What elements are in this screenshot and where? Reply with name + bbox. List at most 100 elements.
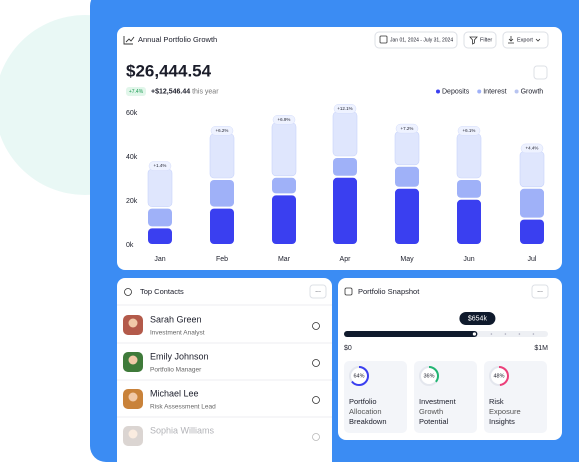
avatar-face	[128, 429, 138, 439]
badge-bg	[126, 87, 146, 96]
bar-segment	[395, 188, 419, 244]
card-line: Risk	[489, 397, 504, 406]
bar-segment	[210, 180, 234, 207]
track-dot	[532, 333, 535, 335]
card-line: Insights	[489, 417, 515, 426]
ring-value	[349, 366, 369, 386]
contact-row[interactable]: Emily Johnson Portfolio Manager	[123, 351, 320, 374]
bar-badge: +6.2%	[216, 128, 229, 133]
legend-label: Deposits	[442, 88, 470, 95]
x-tick-label: Jul	[528, 256, 537, 263]
chat-icon[interactable]	[312, 396, 320, 404]
bar-badge: +6.9%	[278, 117, 291, 122]
more-button[interactable]	[531, 284, 549, 299]
x-tick-label: May	[400, 256, 414, 263]
more[interactable]: ...	[537, 287, 543, 294]
badge-bg	[457, 126, 481, 136]
legend-label: Interest	[483, 88, 506, 95]
expand-button[interactable]	[533, 65, 548, 80]
contact-row[interactable]: Sarah Green Investment Analyst	[123, 314, 320, 337]
bar-segment	[272, 195, 296, 244]
chat-icon[interactable]	[312, 359, 320, 367]
bar-segment	[332, 111, 358, 157]
bar-badge: +12.1%	[337, 106, 352, 111]
filter-label[interactable]: Filter	[480, 37, 492, 43]
filter-button[interactable]	[463, 31, 497, 49]
date-button[interactable]	[374, 31, 458, 49]
y-tick-label: 20k	[126, 198, 138, 205]
bar-segment	[457, 180, 481, 198]
card-line: Breakdown	[349, 417, 387, 426]
badge-bg	[333, 104, 357, 114]
contact-role: Investment Analyst	[150, 330, 205, 337]
legend-dot	[436, 89, 440, 94]
bar-segment	[148, 208, 172, 227]
bar-segment	[457, 199, 481, 244]
change-value: +$12,546.44	[151, 88, 190, 95]
ring-label: 64%	[353, 373, 364, 379]
more[interactable]: ...	[315, 287, 321, 294]
badge-bg	[395, 123, 419, 134]
card-line: Growth	[419, 407, 443, 416]
total: $26,444.54	[126, 61, 212, 80]
ring-value	[489, 366, 509, 386]
badge-bg	[272, 115, 296, 125]
card-line: Potential	[419, 417, 449, 426]
slider-max: $1M	[534, 345, 548, 352]
slider-thumb[interactable]	[472, 332, 477, 336]
contacts-icon	[124, 288, 132, 296]
more-button[interactable]	[309, 284, 327, 299]
change-suffix: this year	[192, 88, 219, 95]
track-dot	[518, 333, 521, 335]
contact-name: Sarah Green	[150, 314, 202, 324]
track-dot	[490, 333, 493, 335]
chevron	[535, 38, 541, 42]
y-tick-label: 40k	[126, 154, 138, 161]
x-tick-label: Mar	[278, 256, 291, 263]
bar-segment	[519, 151, 545, 188]
snapshot-icon	[344, 287, 353, 296]
filter-icon	[469, 36, 478, 45]
ring-label: 36%	[423, 373, 434, 379]
contact-role: Portfolio Manager	[150, 367, 202, 374]
contact-role: Risk Assessment Lead	[150, 404, 216, 411]
chat-icon[interactable]	[312, 322, 320, 330]
date-range[interactable]: Jan 01, 2024 - July 31, 2024	[390, 37, 453, 43]
export-button[interactable]	[502, 31, 549, 49]
bar-segment	[333, 177, 357, 244]
ring-label: 48%	[493, 373, 504, 379]
bar-badge: +7.2%	[401, 126, 414, 131]
contacts-panel	[117, 278, 332, 462]
contact-row[interactable]: Michael Lee Risk Assessment Lead	[123, 388, 320, 411]
bar-segment	[209, 133, 235, 179]
contacts-title: Top Contacts	[140, 287, 184, 296]
bar-badge: +1.4%	[154, 163, 167, 168]
y-tick-label: 0k	[126, 242, 134, 249]
panel-title: Annual Portfolio Growth	[138, 35, 217, 44]
card-line: Exposure	[489, 407, 521, 416]
bar-segment	[147, 168, 173, 207]
chat-icon[interactable]	[312, 433, 320, 441]
x-tick-label: Jun	[463, 256, 474, 263]
badge-bg	[210, 126, 234, 136]
track-dot	[504, 333, 507, 335]
bar-segment	[456, 133, 482, 179]
avatar-face	[128, 318, 138, 328]
legend-label: Growth	[521, 88, 544, 95]
badge: +7.4%	[129, 89, 144, 95]
x-tick-label: Feb	[216, 256, 228, 263]
bar-segment	[520, 188, 544, 218]
snapshot-title: Portfolio Snapshot	[358, 287, 420, 296]
bar-segment	[394, 131, 420, 166]
slider-min: $0	[344, 345, 352, 352]
bar-segment	[148, 228, 172, 244]
contact-row[interactable]: Sophia Williams	[123, 425, 320, 446]
export-label[interactable]: Export	[517, 37, 533, 43]
badge-bg	[520, 143, 544, 154]
bar-segment	[520, 219, 544, 244]
avatar-face	[128, 355, 138, 365]
card-line: Portfolio	[349, 397, 377, 406]
contact-name: Sophia Williams	[150, 425, 215, 435]
bar-segment	[271, 122, 297, 177]
